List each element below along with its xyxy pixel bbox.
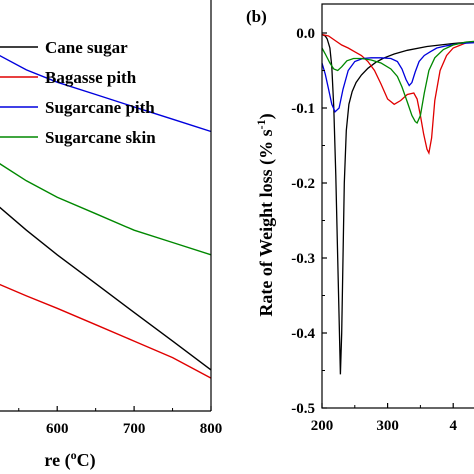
panel-a-chart: 600 700 800 Cane sugar Bagasse pith Sugarcan… [0, 0, 222, 471]
panel-a-series-sugarcane-skin [0, 163, 212, 256]
panel-a-legend: Cane sugar Bagasse pith Sugarcane pith Suga… [0, 38, 156, 147]
panel-a-series-group [0, 54, 212, 379]
panel-b-y-tick-label: -0.2 [291, 176, 315, 192]
legend-label-sugarcane-pith: Sugarcane pith [45, 98, 155, 117]
panel-b-frame [321, 3, 474, 409]
panel-b-label: (b) [246, 7, 267, 26]
panel-b-y-tick-label: -0.3 [291, 251, 315, 267]
panel-b-series-group [321, 33, 474, 375]
panel-a-series-bagasse-pith [0, 283, 212, 379]
panel-b-y-tick-label: -0.4 [291, 326, 315, 342]
legend-label-sugarcane-skin: Sugarcane skin [45, 128, 156, 147]
panel-a-series-cane-sugar [0, 206, 212, 371]
panel-b-series-sugarcane-pith [321, 42, 474, 113]
panel-b-y-tick-label: -0.5 [291, 401, 315, 417]
panel-b-y-axis-title: Rate of Weight loss (% s-1) [254, 113, 277, 316]
panel-a-x-axis-title-unit: C) [77, 450, 96, 471]
panel-a-x-axis-title: re (oC) [44, 448, 95, 471]
panel-b-y-axis-title-text: Rate of Weight loss (% s [256, 129, 277, 316]
panel-b-y-tick-label: -0.1 [291, 101, 315, 117]
panel-a-x-tick-label: 700 [123, 421, 146, 437]
panel-a-series-sugarcane-pith [0, 54, 212, 133]
panel-a-x-tick-label: 800 [200, 421, 223, 437]
panel-b-x-tick-label: 4 [449, 418, 457, 434]
panel-b-x-tick-label: 200 [311, 418, 334, 434]
panel-b-y-axis-title-close: ) [256, 113, 277, 119]
panel-b-series-cane-sugar [321, 33, 474, 375]
panel-b-series-sugarcane-skin [321, 40, 474, 125]
legend-label-bagasse-pith: Bagasse pith [45, 68, 137, 87]
panel-a-x-tick-label: 600 [46, 421, 69, 437]
panel-a-x-axis-title-degree: o [71, 448, 77, 462]
panel-b-y-tick-label: 0.0 [296, 26, 315, 42]
panel-b-series-bagasse-pith [321, 33, 474, 156]
panel-a-axes: 600 700 800 [0, 0, 222, 437]
panel-b-y-axis-title-sup: -1 [254, 119, 268, 129]
panel-b-x-tick-label: 300 [376, 418, 399, 434]
legend-label-cane-sugar: Cane sugar [45, 38, 128, 57]
